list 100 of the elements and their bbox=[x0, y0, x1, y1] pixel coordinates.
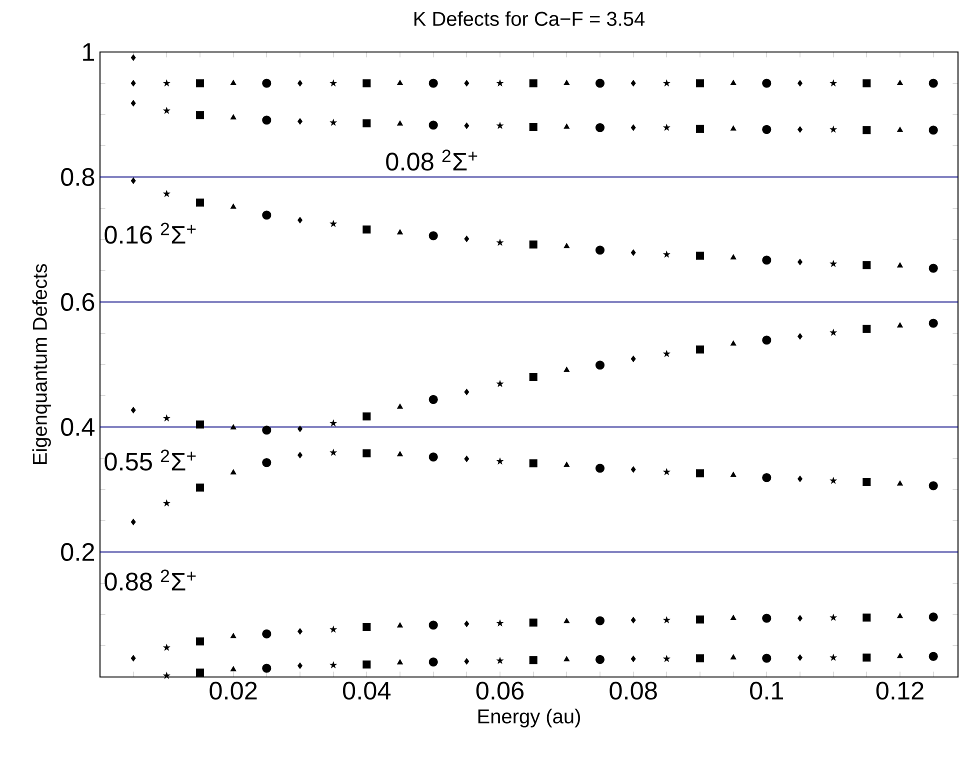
point bbox=[362, 660, 371, 668]
point bbox=[762, 336, 772, 345]
point bbox=[298, 118, 302, 125]
point bbox=[130, 406, 136, 414]
point bbox=[196, 637, 204, 646]
point bbox=[362, 119, 371, 128]
point bbox=[130, 655, 136, 662]
point bbox=[798, 126, 802, 133]
y-tick-label: 1 bbox=[83, 43, 94, 61]
point bbox=[564, 80, 570, 86]
point bbox=[730, 80, 736, 86]
point bbox=[862, 654, 871, 662]
point bbox=[163, 107, 170, 114]
point bbox=[163, 500, 170, 506]
point bbox=[830, 80, 837, 86]
point bbox=[696, 124, 704, 133]
point bbox=[663, 350, 670, 357]
point bbox=[163, 190, 170, 197]
point bbox=[130, 178, 136, 184]
point bbox=[928, 264, 938, 273]
point bbox=[262, 458, 272, 468]
point bbox=[564, 366, 570, 372]
point bbox=[330, 220, 337, 227]
point bbox=[696, 252, 704, 260]
point bbox=[529, 656, 538, 664]
point bbox=[762, 654, 772, 663]
point bbox=[428, 657, 438, 667]
point bbox=[529, 79, 538, 88]
point bbox=[464, 658, 470, 665]
point bbox=[730, 340, 736, 346]
point bbox=[897, 480, 903, 486]
point bbox=[130, 80, 136, 86]
point bbox=[196, 79, 204, 88]
annotation: 0.55 $^{2}$Σ$^{+}$ bbox=[104, 450, 196, 471]
point bbox=[830, 329, 837, 336]
point bbox=[196, 668, 204, 677]
point bbox=[196, 198, 204, 207]
point bbox=[696, 469, 704, 478]
point bbox=[862, 324, 871, 333]
point bbox=[762, 124, 772, 134]
point bbox=[862, 261, 871, 270]
point bbox=[897, 262, 903, 268]
x-tick-label: 0.02 bbox=[210, 682, 257, 700]
point bbox=[397, 622, 403, 628]
point bbox=[464, 456, 470, 462]
point bbox=[595, 78, 605, 88]
point bbox=[595, 360, 605, 370]
point bbox=[798, 615, 802, 622]
point bbox=[330, 626, 337, 632]
point bbox=[564, 243, 570, 248]
point bbox=[163, 80, 170, 86]
point bbox=[730, 654, 736, 660]
point bbox=[330, 80, 337, 86]
point bbox=[362, 225, 371, 234]
point bbox=[262, 629, 272, 638]
point bbox=[130, 518, 136, 526]
point bbox=[163, 672, 170, 679]
point bbox=[428, 620, 438, 630]
point bbox=[196, 420, 204, 429]
point bbox=[862, 478, 871, 486]
point bbox=[496, 657, 504, 664]
point bbox=[496, 239, 504, 246]
point bbox=[464, 388, 470, 396]
point bbox=[630, 466, 636, 473]
y-tick-label: 0.2 bbox=[61, 543, 94, 561]
point bbox=[163, 414, 170, 422]
point bbox=[595, 654, 605, 664]
point bbox=[397, 404, 403, 409]
point bbox=[230, 666, 236, 672]
point bbox=[928, 612, 938, 622]
annotation: 0.08 $^{2}$Σ$^{+}$ bbox=[386, 150, 478, 171]
x-tick-label: 0.12 bbox=[876, 682, 924, 700]
point bbox=[397, 80, 403, 86]
point bbox=[862, 614, 871, 622]
point bbox=[529, 240, 538, 248]
point bbox=[630, 80, 636, 86]
point bbox=[529, 618, 538, 627]
point bbox=[798, 476, 802, 482]
point bbox=[730, 472, 736, 477]
point bbox=[330, 119, 337, 126]
point bbox=[362, 412, 371, 420]
point bbox=[830, 614, 837, 620]
point bbox=[730, 254, 736, 260]
point bbox=[397, 451, 403, 456]
point bbox=[897, 613, 903, 618]
x-tick-label: 0.1 bbox=[750, 682, 784, 700]
point bbox=[730, 126, 736, 131]
point bbox=[862, 126, 871, 134]
point bbox=[928, 481, 938, 490]
point bbox=[897, 80, 903, 86]
point bbox=[230, 633, 236, 638]
point bbox=[298, 662, 302, 669]
point bbox=[798, 258, 802, 266]
point bbox=[330, 420, 337, 426]
point bbox=[564, 618, 570, 624]
point bbox=[730, 614, 736, 620]
point bbox=[529, 122, 538, 131]
point bbox=[830, 126, 837, 132]
chart-title: K Defects for Ca−F = 3.54 bbox=[414, 11, 645, 26]
point bbox=[630, 249, 636, 256]
